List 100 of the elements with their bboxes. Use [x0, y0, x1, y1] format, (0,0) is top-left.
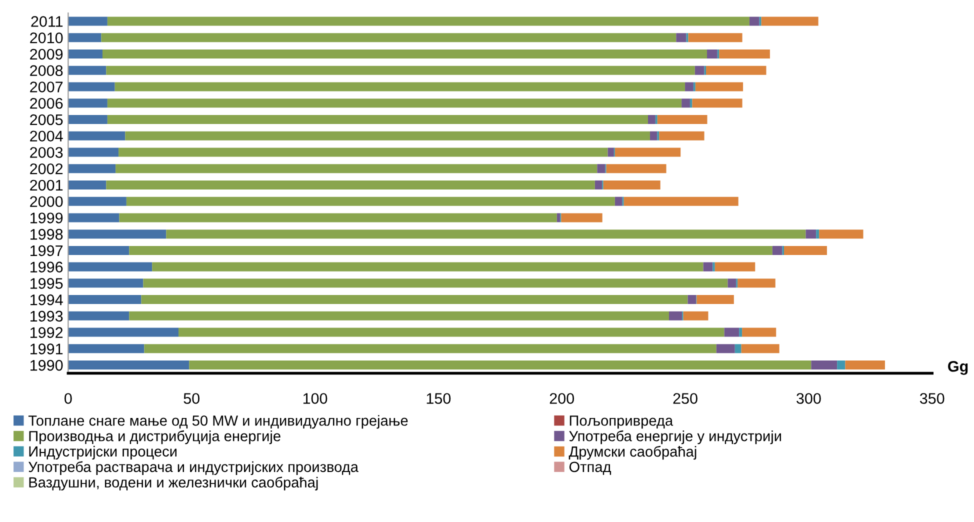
bar: [68, 344, 144, 354]
bar: [68, 311, 130, 320]
legend-label: Производња и дистрибуција енергије: [29, 430, 280, 444]
bar: [845, 360, 885, 370]
bar: [68, 213, 120, 222]
bar: [688, 295, 696, 304]
legend-label: Употреба енергије у индустрији: [569, 430, 781, 444]
bar: [143, 278, 728, 288]
bar: [749, 16, 760, 26]
bar: [606, 164, 666, 174]
x-tick-label: 50: [184, 393, 200, 404]
y-tick-label: 1998: [30, 228, 63, 240]
y-tick-label: 2001: [30, 180, 63, 191]
bar: [676, 33, 686, 42]
bar: [761, 16, 818, 26]
bar: [703, 262, 713, 272]
legend-label: Употреба растварача и индустријских производа: [28, 461, 358, 475]
x-tick-label: 150: [426, 393, 451, 404]
bar: [119, 213, 557, 222]
x-tick-label: 250: [673, 393, 698, 404]
bar: [819, 230, 864, 239]
bar: [101, 33, 676, 42]
bar: [129, 246, 772, 255]
bar: [189, 360, 812, 370]
bar: [706, 66, 766, 75]
x-tick-label: 200: [550, 393, 574, 404]
y-tick-label: 2002: [30, 163, 63, 174]
bar: [68, 98, 108, 108]
y-tick-label: 2007: [30, 82, 63, 92]
bar: [683, 311, 708, 320]
bar: [614, 148, 681, 157]
legend-label: Отпад: [569, 462, 612, 475]
bar: [742, 328, 776, 337]
bar: [741, 344, 780, 354]
bar: [714, 262, 756, 272]
bar: [68, 33, 102, 42]
bar: [118, 148, 608, 157]
bar: [152, 262, 704, 272]
bar: [178, 328, 724, 337]
y-tick-label: 2008: [30, 65, 63, 76]
bar: [811, 360, 838, 370]
bar: [728, 278, 736, 288]
bar: [608, 148, 614, 157]
bar: [129, 311, 669, 320]
bar: [68, 360, 190, 370]
bar: [692, 98, 742, 108]
bar: [784, 246, 827, 255]
bar: [68, 82, 115, 92]
bar: [68, 180, 106, 190]
bar: [694, 66, 704, 75]
bar: [68, 66, 106, 75]
legend-label: Индустријски процеси: [29, 446, 176, 460]
y-tick-label: 2011: [31, 16, 63, 27]
bar: [724, 328, 740, 337]
bar: [734, 344, 742, 354]
x-tick-label: 350: [920, 393, 944, 404]
bar: [68, 131, 126, 140]
bar: [772, 246, 782, 255]
bar: [68, 148, 119, 157]
y-tick-label: 2005: [30, 114, 63, 126]
bar: [690, 98, 692, 108]
bar: [107, 16, 750, 26]
bar: [556, 213, 560, 222]
bar: [648, 114, 656, 124]
bar: [68, 16, 108, 26]
bar: [594, 180, 602, 190]
bar: [68, 164, 116, 174]
bar: [68, 246, 130, 255]
bar: [561, 213, 602, 222]
bar: [707, 49, 718, 58]
bar: [125, 131, 650, 140]
y-tick-label: 1996: [30, 262, 63, 272]
bar: [739, 328, 742, 337]
bar: [657, 114, 708, 124]
y-tick-label: 1993: [30, 310, 63, 322]
bar: [624, 196, 738, 206]
bar: [685, 82, 694, 92]
bar: [68, 328, 179, 337]
bar: [68, 230, 166, 239]
bar: [126, 196, 615, 206]
bar: [659, 131, 704, 140]
bar: [688, 33, 742, 42]
bar: [144, 344, 716, 354]
bar: [668, 311, 682, 320]
y-tick-label: 2006: [30, 98, 63, 109]
bar: [650, 131, 658, 140]
bar: [141, 295, 688, 304]
y-tick-label: 1995: [30, 278, 63, 289]
y-tick-label: 1999: [30, 212, 63, 224]
legend-label: Топлане снаге мање од 50 MW и индивидуално грејање: [28, 415, 408, 429]
bar: [68, 196, 126, 206]
bar: [816, 230, 820, 239]
bar: [719, 49, 770, 58]
bar: [106, 66, 695, 75]
bar: [114, 82, 686, 92]
bar: [107, 98, 682, 108]
bar: [68, 262, 152, 272]
x-axis-title: Gg: [948, 360, 968, 375]
y-tick-label: 1990: [30, 360, 63, 371]
bar: [68, 278, 144, 288]
